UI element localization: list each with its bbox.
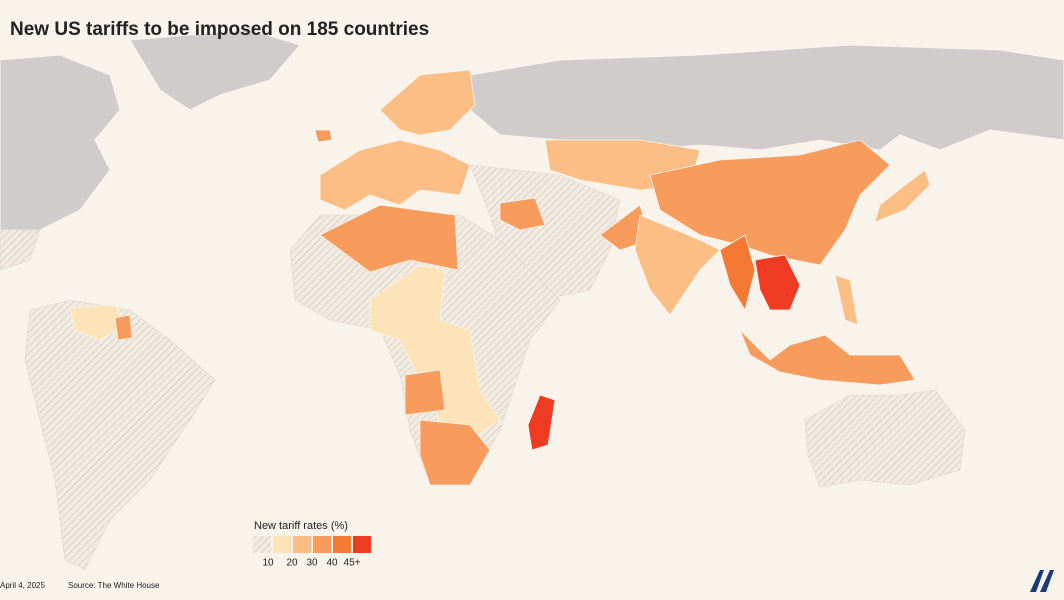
legend-label: 45+	[344, 558, 361, 569]
logo	[1030, 570, 1054, 592]
legend-label: 30	[306, 558, 318, 569]
china	[649, 139, 891, 266]
angola	[404, 369, 446, 416]
indochina	[754, 254, 801, 311]
southern-africa	[419, 419, 491, 486]
legend-swatch	[293, 536, 311, 553]
map	[0, 29, 1064, 571]
russia	[469, 44, 1064, 151]
legend-swatch	[313, 536, 331, 553]
north-africa	[319, 204, 459, 273]
legend: 10 20 30 40 45+	[253, 536, 371, 569]
central-africa	[369, 264, 501, 441]
legend-swatch	[273, 536, 291, 553]
legend-label: 20	[286, 558, 298, 569]
source: Source: The White House	[68, 581, 160, 590]
legend-swatch	[253, 536, 271, 553]
legend-swatch	[353, 536, 371, 553]
legend-swatch	[333, 536, 351, 553]
title: New US tariffs to be imposed on 185 coun…	[10, 19, 429, 40]
uk	[314, 129, 333, 143]
south-america	[24, 299, 216, 571]
myanmar	[719, 234, 756, 312]
greenland	[129, 29, 301, 111]
nordics	[379, 69, 476, 136]
usa	[0, 229, 41, 271]
australia	[804, 389, 966, 488]
guyana	[114, 314, 133, 341]
legend-label: 40	[326, 558, 338, 569]
philippines	[834, 274, 859, 326]
date: April 4, 2025	[0, 581, 45, 590]
india	[634, 214, 721, 316]
venezuela	[69, 304, 126, 341]
madagascar	[527, 394, 556, 451]
legend-label: 10	[262, 558, 274, 569]
japan	[874, 169, 931, 223]
syria	[499, 197, 546, 231]
indonesia	[739, 329, 916, 386]
europe-west	[319, 139, 471, 211]
legend-title: New tariff rates (%)	[254, 520, 348, 532]
middle-east	[469, 164, 621, 301]
